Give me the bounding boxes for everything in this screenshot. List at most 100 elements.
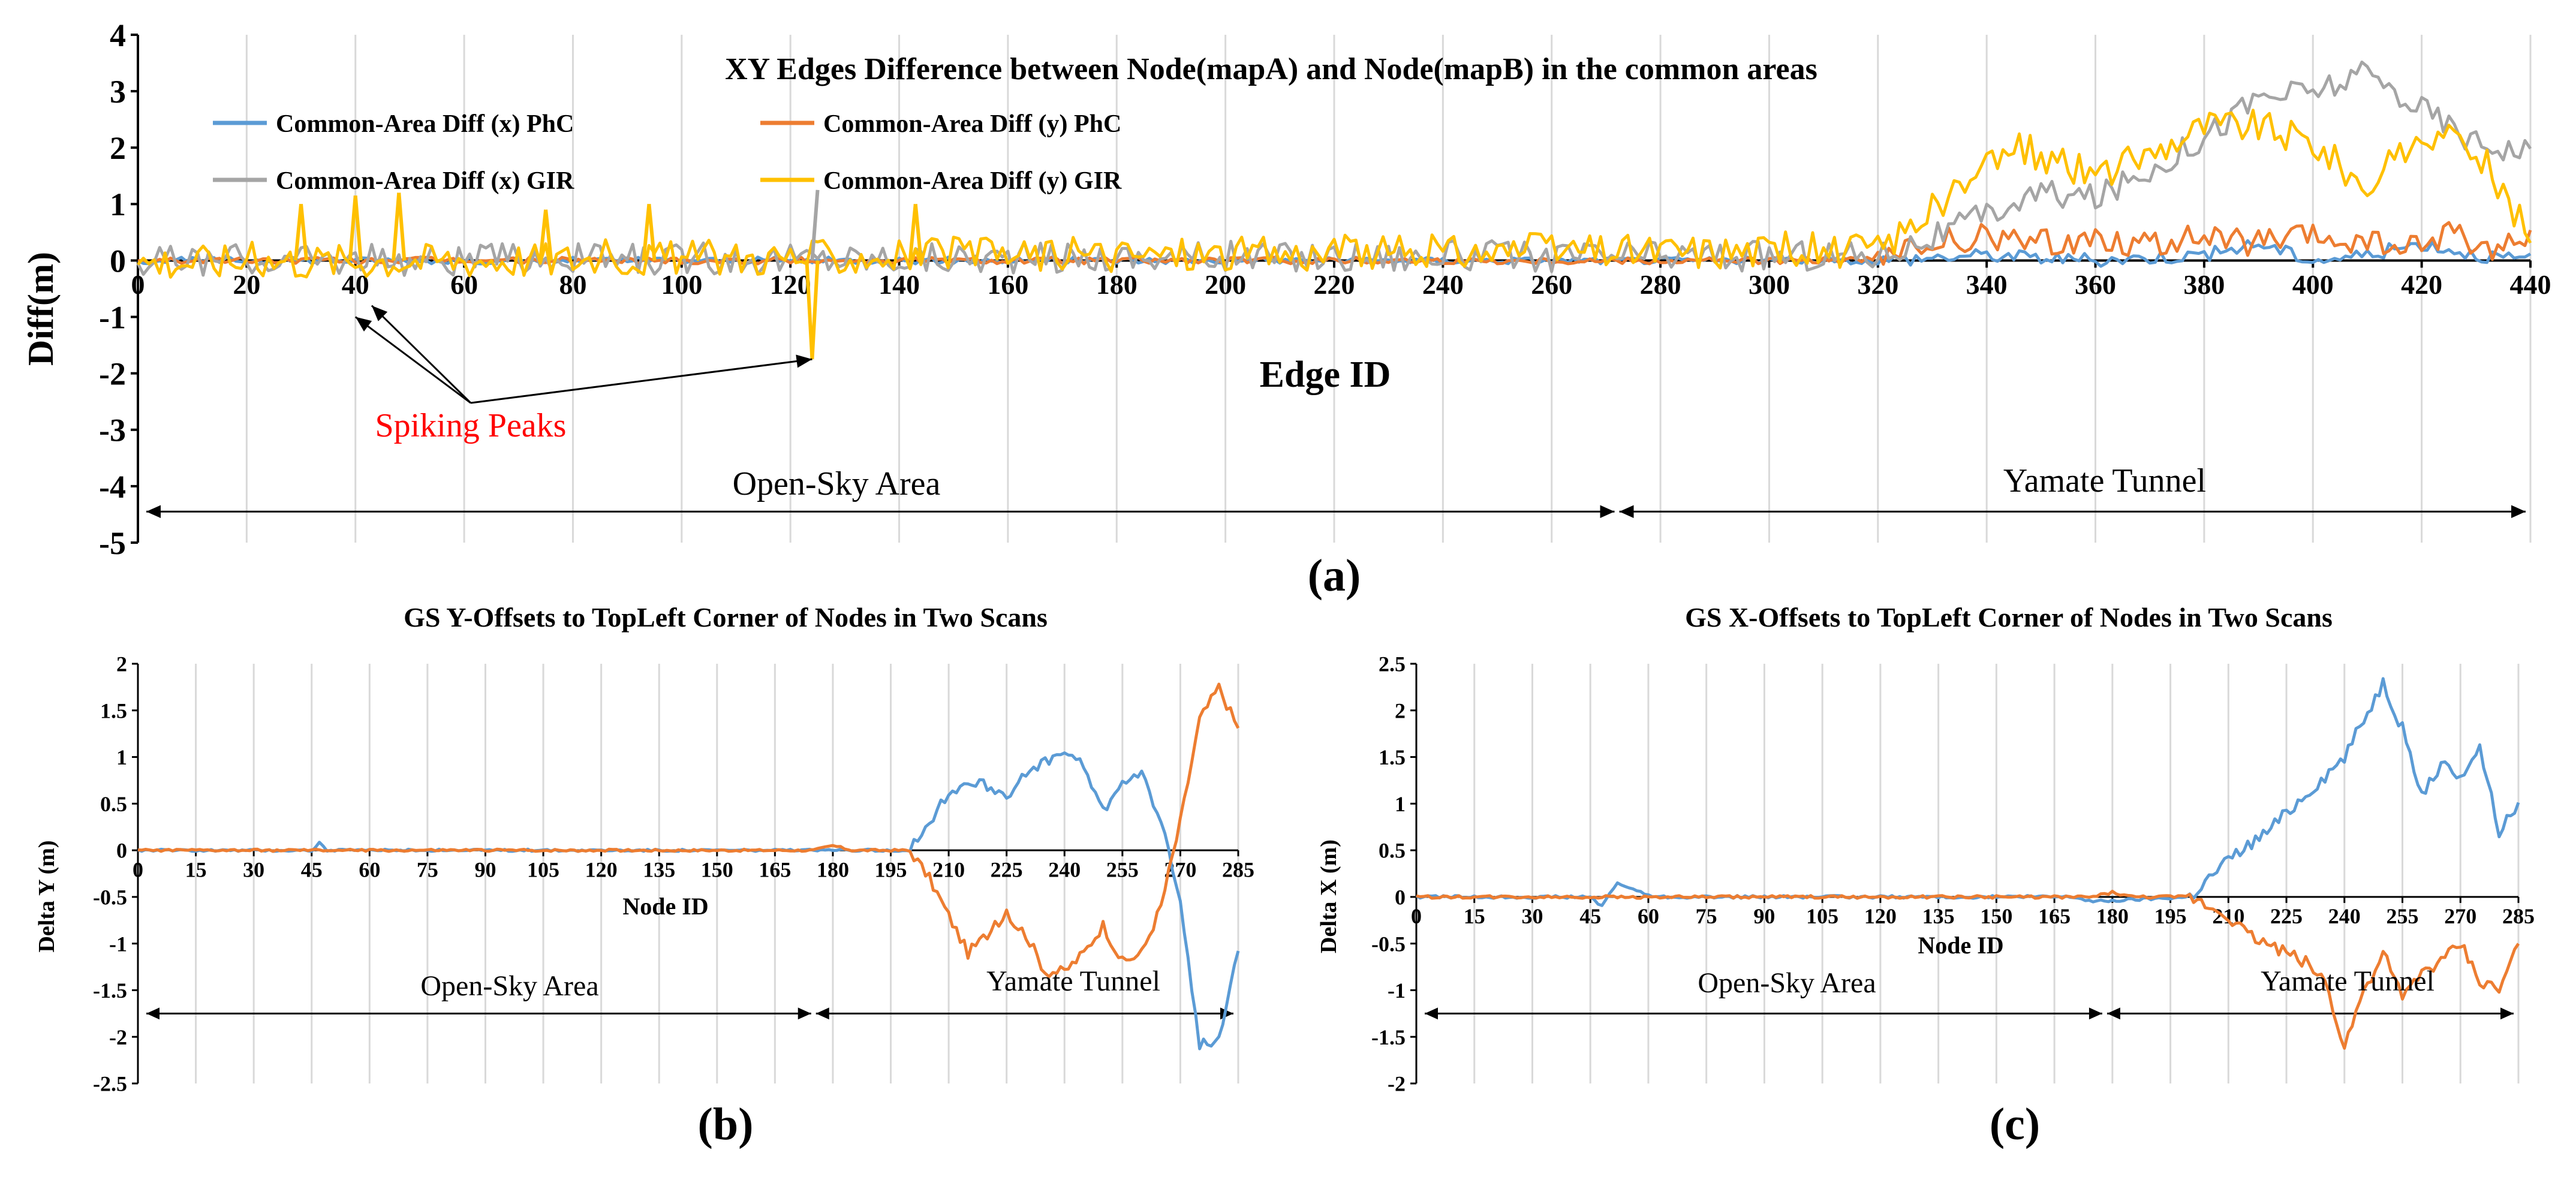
x-tick-label: 195 [875, 857, 907, 881]
y-tick-label: -4 [99, 469, 126, 505]
y-tick-label: -1 [1388, 979, 1406, 1003]
y-tick-label: 1 [1395, 792, 1406, 816]
x-tick-label: 285 [1222, 857, 1254, 881]
y-tick-label: 0 [1395, 885, 1406, 909]
x-tick-label: 165 [2038, 904, 2071, 928]
arrow-head-left [146, 505, 161, 519]
x-tick-label: 255 [1106, 857, 1139, 881]
arrow-head-right [2511, 505, 2526, 519]
arrow-head-left [815, 1007, 829, 1020]
y-tick-label: -2 [1388, 1072, 1406, 1096]
y-tick-label: -0.5 [1371, 932, 1406, 956]
spike-arrow-head [796, 354, 812, 368]
x-tick-label: 75 [1696, 904, 1717, 928]
y-tick-label: 2.5 [1379, 652, 1406, 676]
x-tick-label: 380 [2183, 269, 2225, 300]
spike-peak [805, 260, 814, 360]
panel-a-title: XY Edges Difference between Node(mapA) a… [725, 52, 1817, 86]
x-tick-label: 140 [878, 269, 920, 300]
panel-b-title: GS Y-Offsets to TopLeft Corner of Nodes … [404, 602, 1048, 633]
panel-b-chart: -2.5-2-1.5-1-0.500.511.520 15 30 45 60 75 90 10… [93, 652, 1254, 1096]
x-tick-label: 285 [2502, 904, 2535, 928]
spike-peak [293, 204, 303, 261]
y-tick-label: -1 [109, 932, 127, 956]
arrow-head-left [1619, 505, 1634, 519]
spike-peak [810, 260, 820, 360]
y-tick-label: -3 [99, 413, 126, 448]
legend-label-phc-x: Common-Area Diff (x) PhC [276, 110, 574, 138]
panel-b-region-left: Open-Sky Area [420, 970, 598, 1002]
x-tick-label: 225 [991, 857, 1023, 881]
x-tick-label: 45 [1579, 904, 1601, 928]
x-tick-label: 150 [1980, 904, 2012, 928]
x-tick-label: 420 [2401, 269, 2442, 300]
panel-a-region-right: Yamate Tunnel [2003, 462, 2206, 499]
panel-b-ylabel: Delta Y (m) [34, 840, 59, 952]
x-tick-label: 120 [1864, 904, 1897, 928]
spike-peak [913, 204, 923, 261]
x-tick-label: 180 [2096, 904, 2129, 928]
x-tick-label: 45 [301, 857, 323, 881]
spiking-peaks-label: Spiking Peaks [375, 407, 567, 444]
x-tick-label: 260 [1531, 269, 1572, 300]
spike-annotation-arrow [371, 305, 472, 404]
x-tick-label: 80 [559, 269, 586, 300]
panel-b-region-right: Yamate Tunnel [986, 965, 1160, 997]
legend-label-gir-x: Common-Area Diff (x) GIR [276, 167, 574, 195]
x-tick-label: 220 [1314, 269, 1355, 300]
x-tick-label: 60 [450, 269, 478, 300]
legend-label-gir-y: Common-Area Diff (y) GIR [823, 167, 1122, 195]
y-tick-label: -1 [99, 299, 126, 335]
x-tick-label: 300 [1749, 269, 1790, 300]
y-tick-label: 0 [110, 243, 126, 279]
x-tick-label: 280 [1640, 269, 1681, 300]
panel-c-region-left: Open-Sky Area [1698, 967, 1876, 999]
x-tick-label: 15 [1464, 904, 1485, 928]
series-line-1 [1415, 677, 2520, 907]
x-tick-label: 90 [474, 857, 496, 881]
panel-a-ylabel: Diff(m) [21, 252, 61, 366]
y-tick-label: -2.5 [93, 1072, 127, 1096]
x-tick-label: 15 [185, 857, 207, 881]
panel-b-label: (b) [698, 1099, 754, 1149]
y-tick-label: 2 [1395, 699, 1406, 723]
x-tick-label: 200 [1205, 269, 1246, 300]
spike-peak [544, 209, 553, 261]
x-tick-label: 60 [1638, 904, 1659, 928]
y-tick-label: 0.5 [1379, 839, 1406, 863]
spike-peak [348, 195, 357, 261]
y-tick-label: 2 [116, 652, 127, 676]
x-tick-label: 90 [1753, 904, 1775, 928]
spike-peak [908, 204, 917, 261]
arrow-head-right [2089, 1007, 2102, 1020]
x-tick-label: 340 [1966, 269, 2008, 300]
panel-c-chart: -2-1.5-1-0.500.511.522.50 15 30 45 60 75 90 105… [1371, 652, 2535, 1096]
y-tick-label: -5 [99, 525, 126, 561]
arrow-head-right [1600, 505, 1615, 519]
x-tick-label: 240 [1422, 269, 1464, 300]
y-tick-label: 4 [110, 17, 126, 53]
x-tick-label: 135 [643, 857, 675, 881]
x-tick-label: 105 [527, 857, 559, 881]
spike-arrow-head [371, 305, 388, 321]
x-tick-label: 180 [1096, 269, 1137, 300]
x-tick-label: 160 [987, 269, 1028, 300]
y-tick-label: -1.5 [93, 979, 127, 1003]
panel-c-ylabel: Delta X (m) [1316, 839, 1341, 953]
arrow-head-left [2106, 1007, 2120, 1020]
spike-peak [392, 192, 401, 261]
panel-c-title: GS X-Offsets to TopLeft Corner of Nodes … [1685, 602, 2333, 633]
panel-a-label: (a) [1308, 550, 1361, 601]
y-tick-label: 3 [110, 74, 126, 110]
x-tick-label: 75 [417, 857, 438, 881]
x-tick-label: 400 [2292, 269, 2334, 300]
x-tick-label: 135 [1922, 904, 1955, 928]
spike-peak [538, 209, 548, 261]
y-tick-label: 1 [116, 745, 127, 769]
x-tick-label: 225 [2270, 904, 2303, 928]
y-tick-label: 0 [116, 839, 127, 863]
x-tick-label: 30 [243, 857, 264, 881]
x-tick-label: 0 [131, 269, 145, 300]
